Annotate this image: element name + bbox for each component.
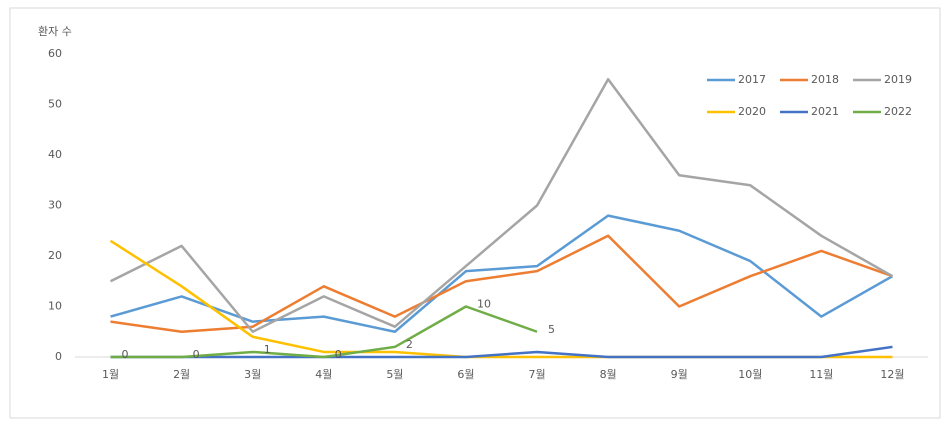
series-line [110, 305, 538, 359]
x-tick-label: 6월 [457, 368, 474, 381]
y-tick-label: 20 [48, 249, 62, 262]
y-tick-label: 10 [48, 300, 62, 313]
data-label: 10 [477, 298, 491, 311]
series-line [110, 345, 893, 359]
x-tick-label: 7월 [528, 368, 545, 381]
x-tick-label: 10월 [738, 368, 762, 381]
data-label: 5 [548, 323, 555, 336]
x-tick-label: 3월 [244, 368, 261, 381]
chart-border [9, 7, 941, 419]
y-tick-label: 30 [48, 199, 62, 212]
x-tick-label: 12월 [880, 368, 904, 381]
x-tick-label: 1월 [102, 368, 119, 381]
data-label: 0 [335, 348, 342, 361]
legend-label: 2020 [738, 105, 766, 118]
legend-label: 2022 [884, 105, 912, 118]
y-axis-label: 환자 수 [38, 25, 72, 38]
x-tick-label: 8월 [600, 368, 617, 381]
y-tick-label: 50 [48, 98, 62, 111]
legend-label: 2017 [738, 73, 766, 86]
data-label: 0 [122, 348, 129, 361]
legend-label: 2018 [811, 73, 839, 86]
x-tick-label: 5월 [386, 368, 403, 381]
data-label: 1 [264, 343, 271, 356]
x-tick-label: 9월 [671, 368, 688, 381]
legend-label: 2019 [884, 73, 912, 86]
series-line [109, 78, 894, 333]
y-tick-label: 60 [48, 47, 62, 60]
x-tick-label: 4월 [315, 368, 332, 381]
x-tick-label: 2월 [173, 368, 190, 381]
y-tick-label: 40 [48, 148, 62, 161]
data-label: 0 [193, 348, 200, 361]
data-label: 2 [406, 338, 413, 351]
x-tick-label: 11월 [809, 368, 833, 381]
legend-label: 2021 [811, 105, 839, 118]
y-tick-label: 0 [55, 350, 62, 363]
